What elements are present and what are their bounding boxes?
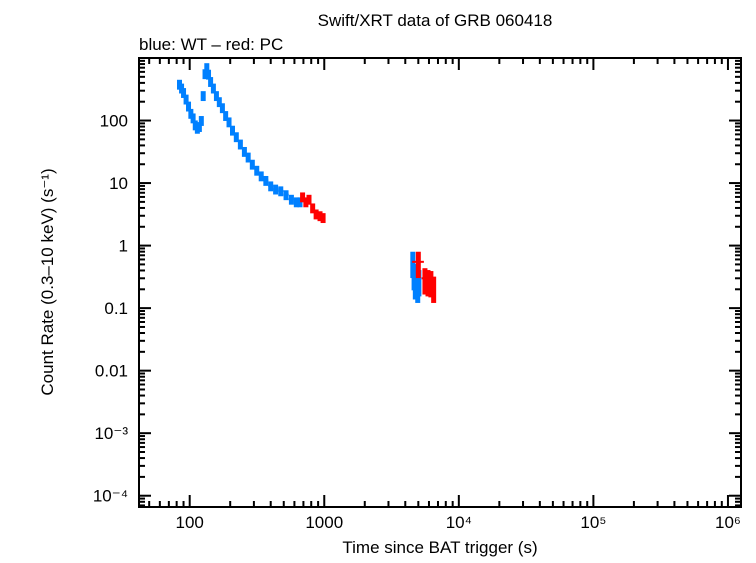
chart-title: Swift/XRT data of GRB 060418 xyxy=(318,11,553,30)
data-point-wt xyxy=(200,91,206,102)
data-point-wt xyxy=(263,175,269,186)
data-point-wt xyxy=(208,77,214,87)
data-point-wt xyxy=(226,117,232,128)
data-point-pc xyxy=(306,194,312,205)
data-point-wt xyxy=(245,152,251,163)
data-point-wt xyxy=(258,171,264,182)
data-point-wt xyxy=(283,190,289,201)
plot-frame xyxy=(138,57,742,508)
data-point-pc xyxy=(313,209,319,220)
data-point-wt xyxy=(254,165,260,176)
x-tick-label: 10⁵ xyxy=(580,513,606,532)
y-tick-label: 100 xyxy=(100,112,128,131)
y-axis-label: Count Rate (0.3–10 keV) (s⁻¹) xyxy=(38,168,57,395)
data-point-wt xyxy=(229,125,235,136)
data-points xyxy=(177,63,437,303)
data-point-pc xyxy=(431,276,437,303)
data-point-wt xyxy=(210,83,216,94)
x-axis-label: Time since BAT trigger (s) xyxy=(342,538,537,557)
data-point-wt xyxy=(181,88,187,98)
x-tick-label: 10⁴ xyxy=(446,513,472,532)
y-tick-label: 10⁻³ xyxy=(94,424,128,443)
data-point-pc xyxy=(310,203,316,214)
data-point-wt xyxy=(288,194,294,205)
tick-labels: 100 1000 10⁴ 10⁵ 10⁶ 100 10 1 0.1 0.01 10⁻³ 10⁻⁴ xyxy=(93,112,741,532)
data-point-wt xyxy=(278,186,284,197)
data-point-wt xyxy=(237,139,243,150)
y-tick-label: 10 xyxy=(109,174,128,193)
y-tick-label: 1 xyxy=(119,237,128,256)
data-point-wt xyxy=(216,97,222,108)
data-point-wt xyxy=(273,184,279,195)
y-tick-label: 0.1 xyxy=(104,299,128,318)
x-tick-label: 1000 xyxy=(305,513,343,532)
data-point-pc xyxy=(320,213,326,224)
data-point-wt xyxy=(198,116,204,126)
axis-ticks xyxy=(139,57,741,507)
y-tick-label: 0.01 xyxy=(95,362,128,381)
data-point-wt xyxy=(241,146,247,157)
data-point-wt xyxy=(249,159,255,170)
x-tick-label: 10⁶ xyxy=(715,513,741,532)
data-point-wt xyxy=(233,132,239,143)
y-tick-label: 10⁻⁴ xyxy=(93,487,128,506)
data-point-wt xyxy=(213,91,219,102)
data-point-pc xyxy=(412,251,424,279)
data-point-wt xyxy=(223,111,229,121)
x-tick-label: 100 xyxy=(176,513,204,532)
data-point-wt xyxy=(219,103,225,114)
data-point-pc xyxy=(300,192,306,203)
chart-subtitle: blue: WT – red: PC xyxy=(139,35,283,54)
data-point-wt xyxy=(268,181,274,192)
data-point-wt xyxy=(293,197,299,208)
